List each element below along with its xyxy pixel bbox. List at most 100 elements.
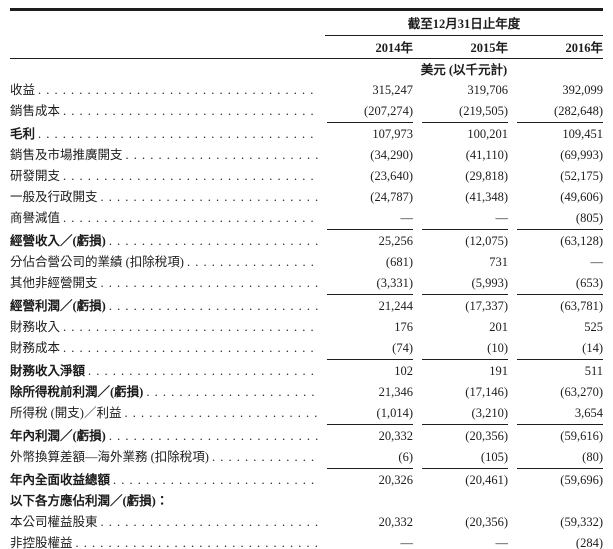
value-cell-2014: (1,014) [327,403,413,425]
row-label: 非控股權益 [10,536,73,549]
value-cell-2014: (34,290) [370,148,413,162]
period-header: 截至12月31日止年度 [325,11,603,36]
row-label: 銷售及市場推廣開支 [10,148,123,162]
row-label: 銷售成本 [10,104,61,118]
row-label: 分佔合營公司的業績 (扣除稅項) [10,255,184,269]
table-row: 毛利 107,973 100,201 109,451 [10,124,603,145]
dot-leader [76,533,318,549]
table-body: 收益 315,247 319,706 392,099 銷售成本 (207,274… [10,80,603,549]
value-cell-2015: (219,505) [422,101,508,123]
table-row: 年內全面收益總額 20,326 (20,461) (59,696) [10,470,603,491]
dot-leader [109,296,318,317]
value-cell-2016: (653) [517,273,603,295]
row-label: 財務成本 [10,341,61,355]
value-cell-2016: (59,332) [560,515,603,529]
row-label-wrap: 銷售及市場推廣開支 [10,145,318,166]
dot-leader [212,447,318,468]
value-cell-2016: (63,128) [560,234,603,248]
column-header-2015: 2015年 [470,41,508,55]
value-cell-2014: (74) [327,338,413,360]
value-cell-2016: 109,451 [562,127,603,141]
row-label-wrap: 年內全面收益總額 [10,470,318,491]
row-label: 年內全面收益總額 [10,473,111,487]
table-row: 除所得稅前利潤／(虧損) 21,346 (17,146) (63,270) [10,382,603,403]
value-cell-2014: 21,346 [378,385,413,399]
value-cell-2015: 191 [489,364,508,378]
table-row: 經營收入／(虧損) 25,256 (12,075) (63,128) [10,231,603,252]
row-label-wrap: 財務成本 [10,338,318,359]
row-label-wrap: 非控股權益 [10,533,318,549]
dot-leader [63,317,318,338]
value-cell-2016: 511 [584,364,603,378]
value-cell-2016: (52,175) [560,169,603,183]
row-label-wrap: 其他非經營開支 [10,273,318,294]
row-label-wrap: 經營收入／(虧損) [10,231,318,252]
table-row: 研發開支 (23,640) (29,818) (52,175) [10,166,603,187]
value-cell-2015: (5,993) [422,273,508,295]
dot-leader [101,187,318,208]
row-label-wrap: 收益 [10,80,318,101]
row-label: 財務收入 [10,320,61,334]
table-row: 外幣換算差額—海外業務 (扣除稅項) (6) (105) (80) [10,447,603,469]
row-label: 本公司權益股東 [10,515,98,529]
value-cell-2015: (12,075) [465,234,508,248]
table-row: 非控股權益 — — (284) [10,533,603,549]
value-cell-2014: (24,787) [370,190,413,204]
value-cell-2015: 100,201 [467,127,508,141]
table-row: 財務收入 176 201 525 [10,317,603,338]
value-cell-2016: (282,648) [517,101,603,123]
dot-leader [63,338,318,359]
dot-leader [126,145,318,166]
column-header-2014: 2014年 [375,41,413,55]
value-cell-2014: — [327,533,414,549]
value-cell-2015: (3,210) [422,403,508,425]
value-cell-2015: (41,348) [465,190,508,204]
value-cell-2014: 176 [394,320,413,334]
column-header-2016: 2016年 [565,41,603,55]
value-cell-2016: (80) [517,447,603,469]
row-label: 毛利 [10,127,36,141]
value-cell-2016: — [590,255,604,269]
value-cell-2015: (20,356) [465,429,508,443]
row-label-wrap: 以下各方應佔利潤／(虧損)： [10,491,318,512]
dot-leader [63,101,318,122]
table-row: 財務成本 (74) (10) (14) [10,338,603,360]
value-cell-2015: (17,146) [465,385,508,399]
value-cell-2016: (14) [517,338,603,360]
row-label: 年內利潤／(虧損) [10,429,106,443]
dot-leader [146,382,318,403]
value-cell-2016: (59,616) [560,429,603,443]
value-cell-2014: — [327,208,413,230]
row-label-wrap: 本公司權益股東 [10,512,318,533]
value-cell-2015: (41,110) [465,148,508,162]
currency-unit-note: 美元 (以千元計) [420,63,508,77]
value-cell-2015: (17,337) [465,299,508,313]
row-label: 其他非經營開支 [10,276,98,290]
value-cell-2015: (105) [422,447,508,469]
row-label-wrap: 研發開支 [10,166,318,187]
value-cell-2014: (23,640) [370,169,413,183]
table-row: 年內利潤／(虧損) 20,332 (20,356) (59,616) [10,426,603,447]
value-cell-2014: 102 [394,364,413,378]
value-cell-2016: (805) [517,208,603,230]
value-cell-2016: (59,696) [560,473,603,487]
value-cell-2016: 392,099 [562,83,603,97]
table-row: 分佔合營公司的業績 (扣除稅項) (681) 731 — [10,252,603,273]
row-label: 研發開支 [10,169,61,183]
table-row: 經營利潤／(虧損) 21,244 (17,337) (63,781) [10,296,603,317]
row-label-wrap: 財務收入淨額 [10,361,318,382]
value-cell-2014: (681) [385,255,413,269]
value-cell-2016: 3,654 [517,403,603,425]
value-cell-2015: (20,356) [465,515,508,529]
row-label-wrap: 所得稅 (開支)／利益 [10,403,318,424]
value-cell-2014: 21,244 [378,299,413,313]
dot-leader [101,512,318,533]
value-cell-2015: (20,461) [465,473,508,487]
dot-leader [88,361,318,382]
row-label: 財務收入淨額 [10,364,86,378]
value-cell-2014: (6) [327,447,413,469]
table-row: 本公司權益股東 20,332 (20,356) (59,332) [10,512,603,533]
table-row: 一般及行政開支 (24,787) (41,348) (49,606) [10,187,603,208]
table-row: 商譽減值 — — (805) [10,208,603,230]
